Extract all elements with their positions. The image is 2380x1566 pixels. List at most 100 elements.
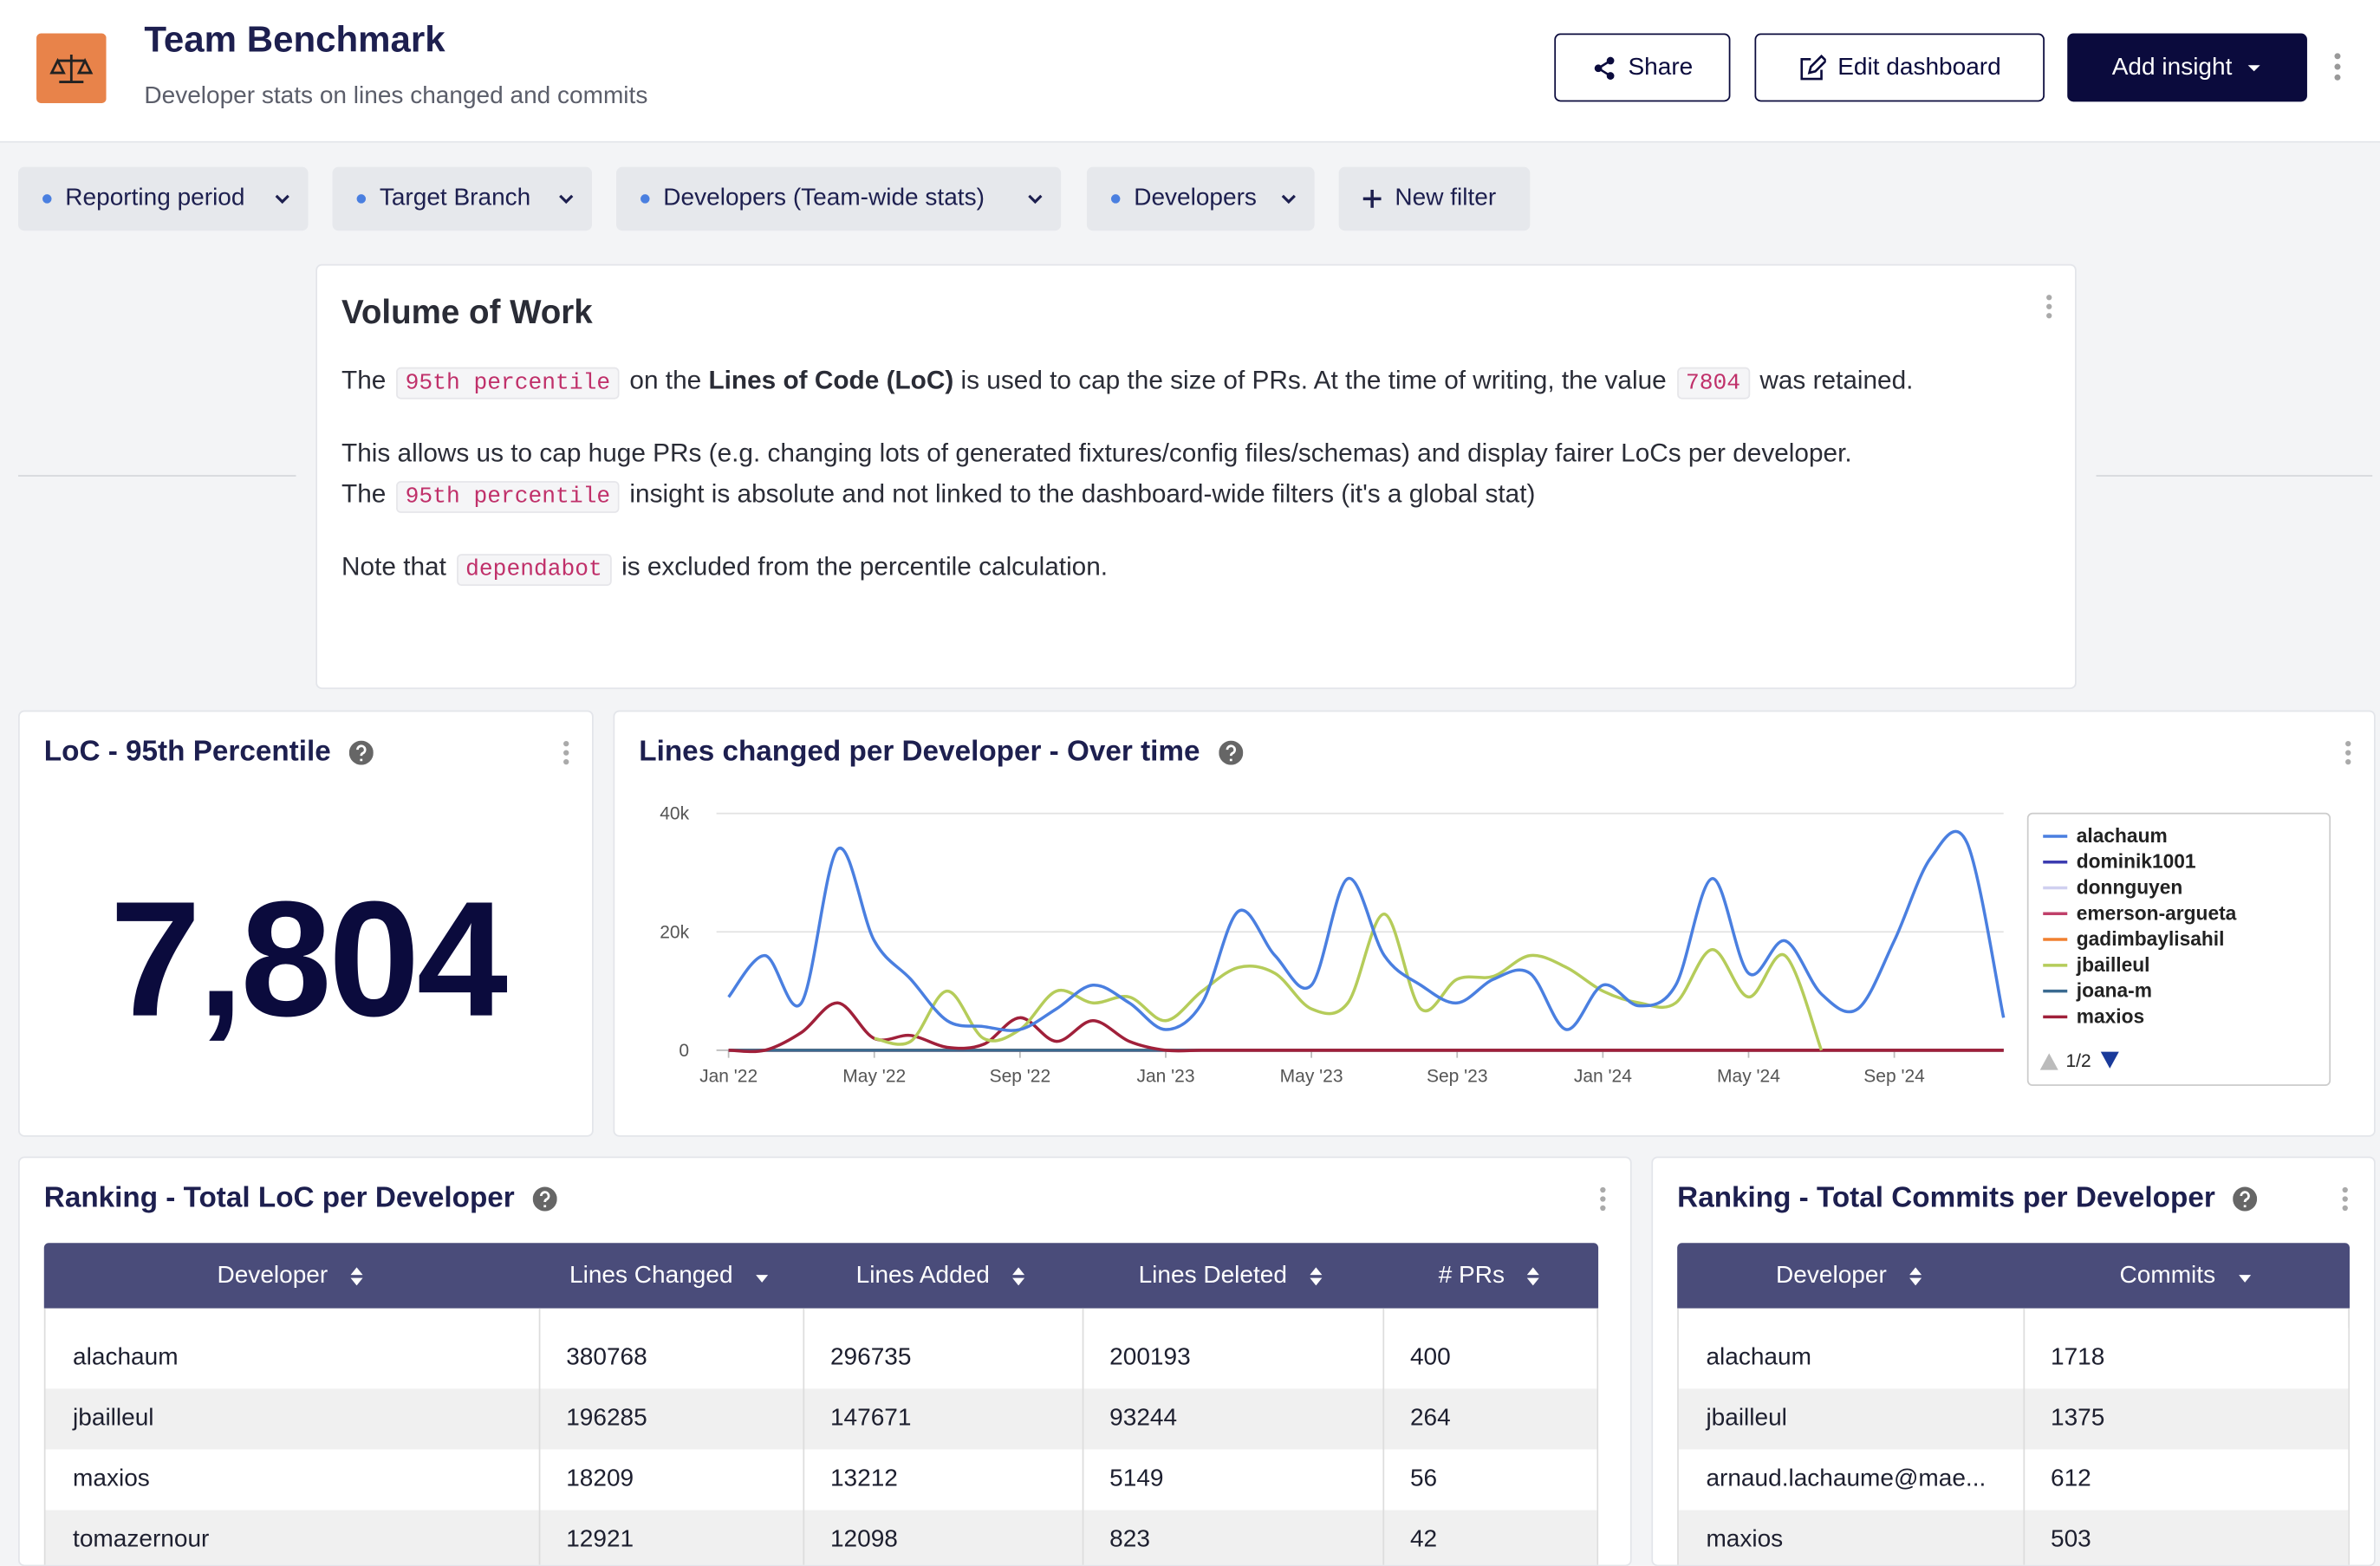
text-run: insight is absolute and not linked to th… [622, 479, 1536, 509]
filter-dot [356, 194, 367, 204]
column-header[interactable]: Lines Added [802, 1243, 1081, 1308]
table-cell: 196285 [566, 1405, 647, 1432]
edit-button[interactable]: Edit dashboard [1754, 33, 2045, 102]
divider [2096, 475, 2373, 477]
table-cell: 380768 [566, 1344, 647, 1371]
table-cell: 296735 [829, 1344, 912, 1371]
column-divider [538, 1308, 541, 1565]
filter-dot [42, 194, 52, 204]
sort-desc-icon [755, 1274, 768, 1282]
add-insight-button[interactable]: Add insight [2067, 33, 2307, 102]
share-button[interactable]: Share [1554, 33, 1731, 102]
header-menu[interactable] [2333, 53, 2343, 81]
filter-label: Target Branch [379, 185, 531, 211]
share-icon [1594, 55, 1614, 80]
divider [18, 475, 296, 477]
column-divider [2023, 1308, 2026, 1565]
table-row [1678, 1388, 2349, 1450]
table-cell: arnaud.lachaume@mae... [1706, 1465, 1987, 1492]
help-icon[interactable] [532, 1186, 557, 1212]
help-icon[interactable] [2233, 1186, 2258, 1212]
chart-card: Lines changed per Developer - Over time [613, 710, 2376, 1137]
card-menu[interactable] [1598, 1186, 1608, 1215]
commits-table-card: Ranking - Total Commits per Developer Dev… [1651, 1156, 2376, 1566]
text-run: was retained. [1752, 366, 1914, 395]
button-label: Share [1628, 54, 1694, 80]
card-menu[interactable] [2340, 1186, 2350, 1215]
text-line: This allows us to cap huge PRs (e.g. cha… [341, 432, 1913, 473]
filter-chip[interactable]: Developers [1086, 166, 1315, 231]
card-menu[interactable] [2045, 295, 2054, 322]
filter-chip[interactable]: New filter [1338, 166, 1531, 231]
column-label: Lines Changed [569, 1262, 733, 1288]
text-run: The [341, 366, 393, 395]
text-line: The 95th percentile insight is absolute … [341, 473, 1913, 517]
text-line: Note that dependabot is excluded from th… [341, 546, 1913, 590]
card-title: Ranking - Total LoC per Developer [43, 1182, 515, 1215]
table-cell: 147671 [829, 1405, 912, 1432]
table-cell: 5149 [1109, 1465, 1164, 1492]
table-cell: 13212 [829, 1465, 898, 1492]
table-cell: tomazernour [73, 1526, 210, 1553]
sort-icon [1909, 1266, 1922, 1285]
column-header[interactable]: Developer [1677, 1243, 2022, 1308]
paragraph: The 95th percentile on the Lines of Code… [341, 360, 1913, 404]
table-row [45, 1328, 1597, 1389]
table-row [45, 1449, 1597, 1511]
table-cell: 200193 [1109, 1344, 1191, 1371]
card-menu[interactable] [2344, 740, 2353, 769]
table-cell: 823 [1109, 1526, 1150, 1553]
sort-icon [1012, 1266, 1025, 1285]
edit-icon [1799, 54, 1826, 80]
table-cell: 12098 [829, 1526, 898, 1553]
column-label: Lines Added [855, 1262, 990, 1288]
card-header: LoC - 95th Percentile [44, 736, 374, 770]
chevron-icon [1281, 194, 1296, 205]
table-cell: maxios [1706, 1526, 1784, 1553]
filter-chip[interactable]: Target Branch [332, 166, 592, 231]
table-row [45, 1388, 1597, 1450]
column-header[interactable]: Lines Changed [537, 1243, 802, 1308]
table-cell: 1375 [2050, 1405, 2105, 1432]
table-cell: jbailleul [1706, 1405, 1787, 1432]
help-icon[interactable] [348, 740, 374, 765]
filter-label: Reporting period [65, 185, 245, 211]
inline-code: 95th percentile [396, 481, 620, 513]
table-header: Developer Commits [1677, 1243, 2350, 1309]
help-icon[interactable] [1218, 740, 1243, 765]
filter-dot [1110, 194, 1121, 204]
filter-chip[interactable]: Developers (Team-wide stats) [616, 166, 1062, 231]
column-header[interactable]: Developer [44, 1243, 537, 1308]
filter-label: Developers [1134, 185, 1257, 211]
card-header: Ranking - Total LoC per Developer [44, 1182, 557, 1216]
chevron-icon [1028, 194, 1043, 205]
table-body: alachaum 1718 jbailleul 1375 arnaud.lachaume… [1677, 1308, 2350, 1565]
table-cell: 400 [1409, 1344, 1451, 1371]
column-label: Lines Deleted [1138, 1262, 1287, 1288]
text-run: Note that [341, 552, 454, 582]
table-cell: maxios [73, 1465, 150, 1492]
text-run: is used to cap the size of PRs. At the t… [953, 366, 1674, 395]
column-label: Commits [2119, 1262, 2216, 1288]
column-divider [803, 1308, 805, 1565]
table-cell: 1718 [2050, 1344, 2105, 1371]
stat-card: LoC - 95th Percentile 7,804 [18, 710, 594, 1137]
table-cell: 18209 [566, 1465, 634, 1492]
text-run: on the [622, 366, 709, 395]
card-header: Lines changed per Developer - Over time [639, 736, 1243, 770]
text-card: Volume of Work The 95th percentile on th… [315, 263, 2077, 690]
dashboard-subtitle: Developer stats on lines changed and com… [144, 83, 648, 110]
chevron-icon [559, 194, 574, 205]
sort-icon [1527, 1266, 1540, 1285]
table-cell: 264 [1409, 1405, 1451, 1432]
table-cell: jbailleul [73, 1405, 154, 1432]
column-header[interactable]: # PRs [1382, 1243, 1598, 1308]
card-header: Ranking - Total Commits per Developer [1677, 1182, 2258, 1216]
filter-chip[interactable]: Reporting period [18, 166, 309, 231]
column-header[interactable]: Commits [2022, 1243, 2350, 1308]
paragraph: This allows us to cap huge PRs (e.g. cha… [341, 432, 1913, 517]
card-menu[interactable] [562, 740, 571, 769]
column-header[interactable]: Lines Deleted [1081, 1243, 1382, 1308]
inline-code: dependabot [456, 554, 612, 586]
